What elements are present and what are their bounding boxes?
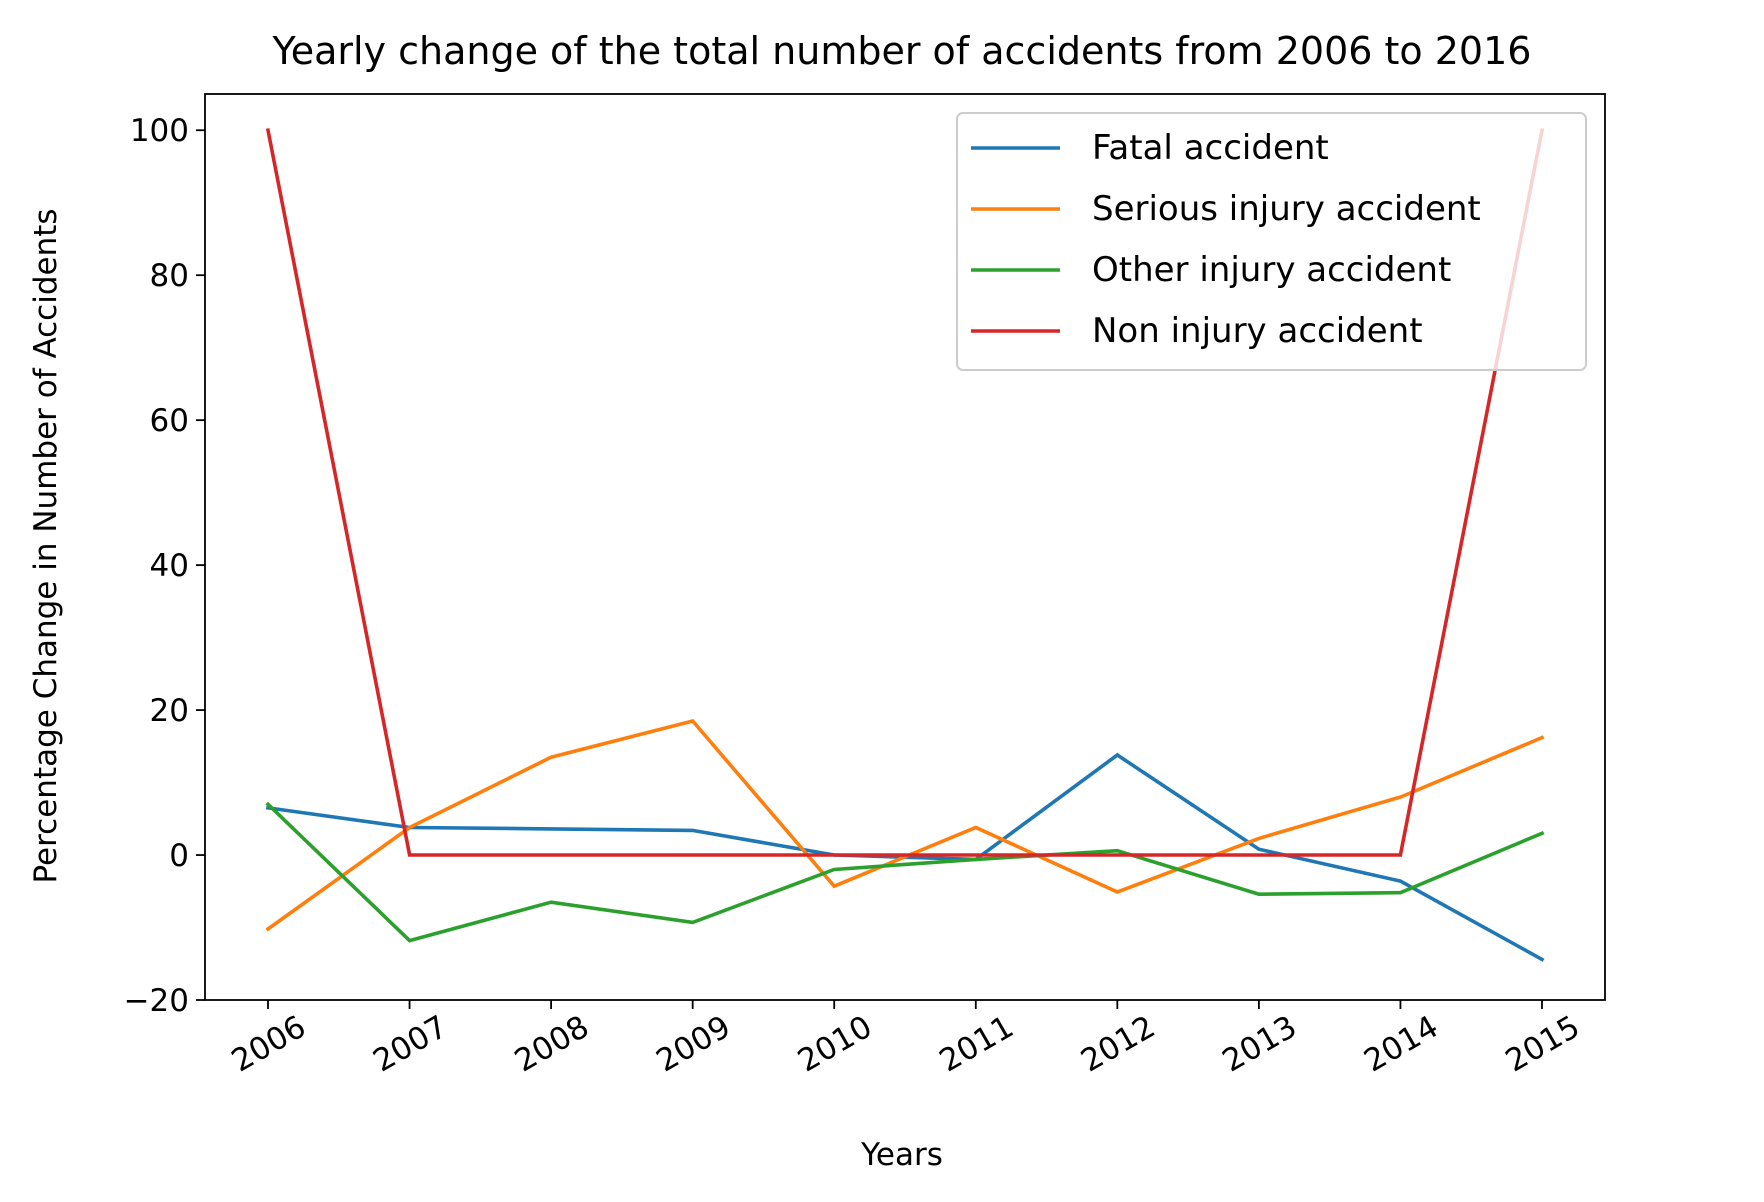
x-tick-label: 2009: [650, 1009, 736, 1080]
y-tick-label: 80: [150, 258, 189, 294]
y-tick-label: 0: [169, 838, 189, 874]
series-line-non-injury-accident: [265, 128, 1545, 857]
y-tick-label: 100: [130, 113, 189, 149]
x-tick-label: 2007: [367, 1009, 453, 1080]
x-tick-label: 2014: [1358, 1009, 1444, 1080]
legend-box: [956, 112, 1587, 371]
x-tick-label: 2015: [1500, 1009, 1586, 1080]
x-tick-label: 2011: [933, 1009, 1019, 1080]
x-tick-label: 2013: [1217, 1009, 1303, 1080]
chart-title: Yearly change of the total number of acc…: [272, 29, 1532, 73]
legend-label: Other injury accident: [1092, 250, 1451, 290]
y-tick-label: 40: [150, 548, 189, 584]
y-tick-label: −20: [124, 983, 189, 1019]
plot-frame: [204, 93, 1606, 1001]
y-tick-label: 60: [150, 403, 189, 439]
series-line-other-injury-accident: [265, 801, 1545, 943]
x-tick-label: 2008: [509, 1009, 595, 1080]
x-axis-label: Years: [860, 1137, 943, 1173]
legend-label: Fatal accident: [1092, 128, 1329, 168]
x-tick-label: 2010: [792, 1009, 878, 1080]
y-tick-label: 20: [150, 693, 189, 729]
x-tick-label: 2012: [1075, 1009, 1161, 1080]
legend-label: Non injury accident: [1092, 311, 1423, 351]
y-axis-label: Percentage Change in Number of Accidents: [28, 208, 64, 883]
series-line-serious-injury-accident: [265, 718, 1545, 932]
legend-label: Serious injury accident: [1092, 189, 1481, 229]
x-tick-label: 2006: [226, 1009, 312, 1080]
